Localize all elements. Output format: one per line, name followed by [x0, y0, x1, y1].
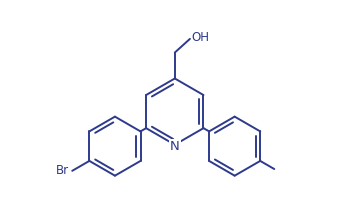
- Text: Br: Br: [56, 164, 70, 177]
- Text: N: N: [170, 140, 180, 153]
- Text: OH: OH: [192, 31, 210, 44]
